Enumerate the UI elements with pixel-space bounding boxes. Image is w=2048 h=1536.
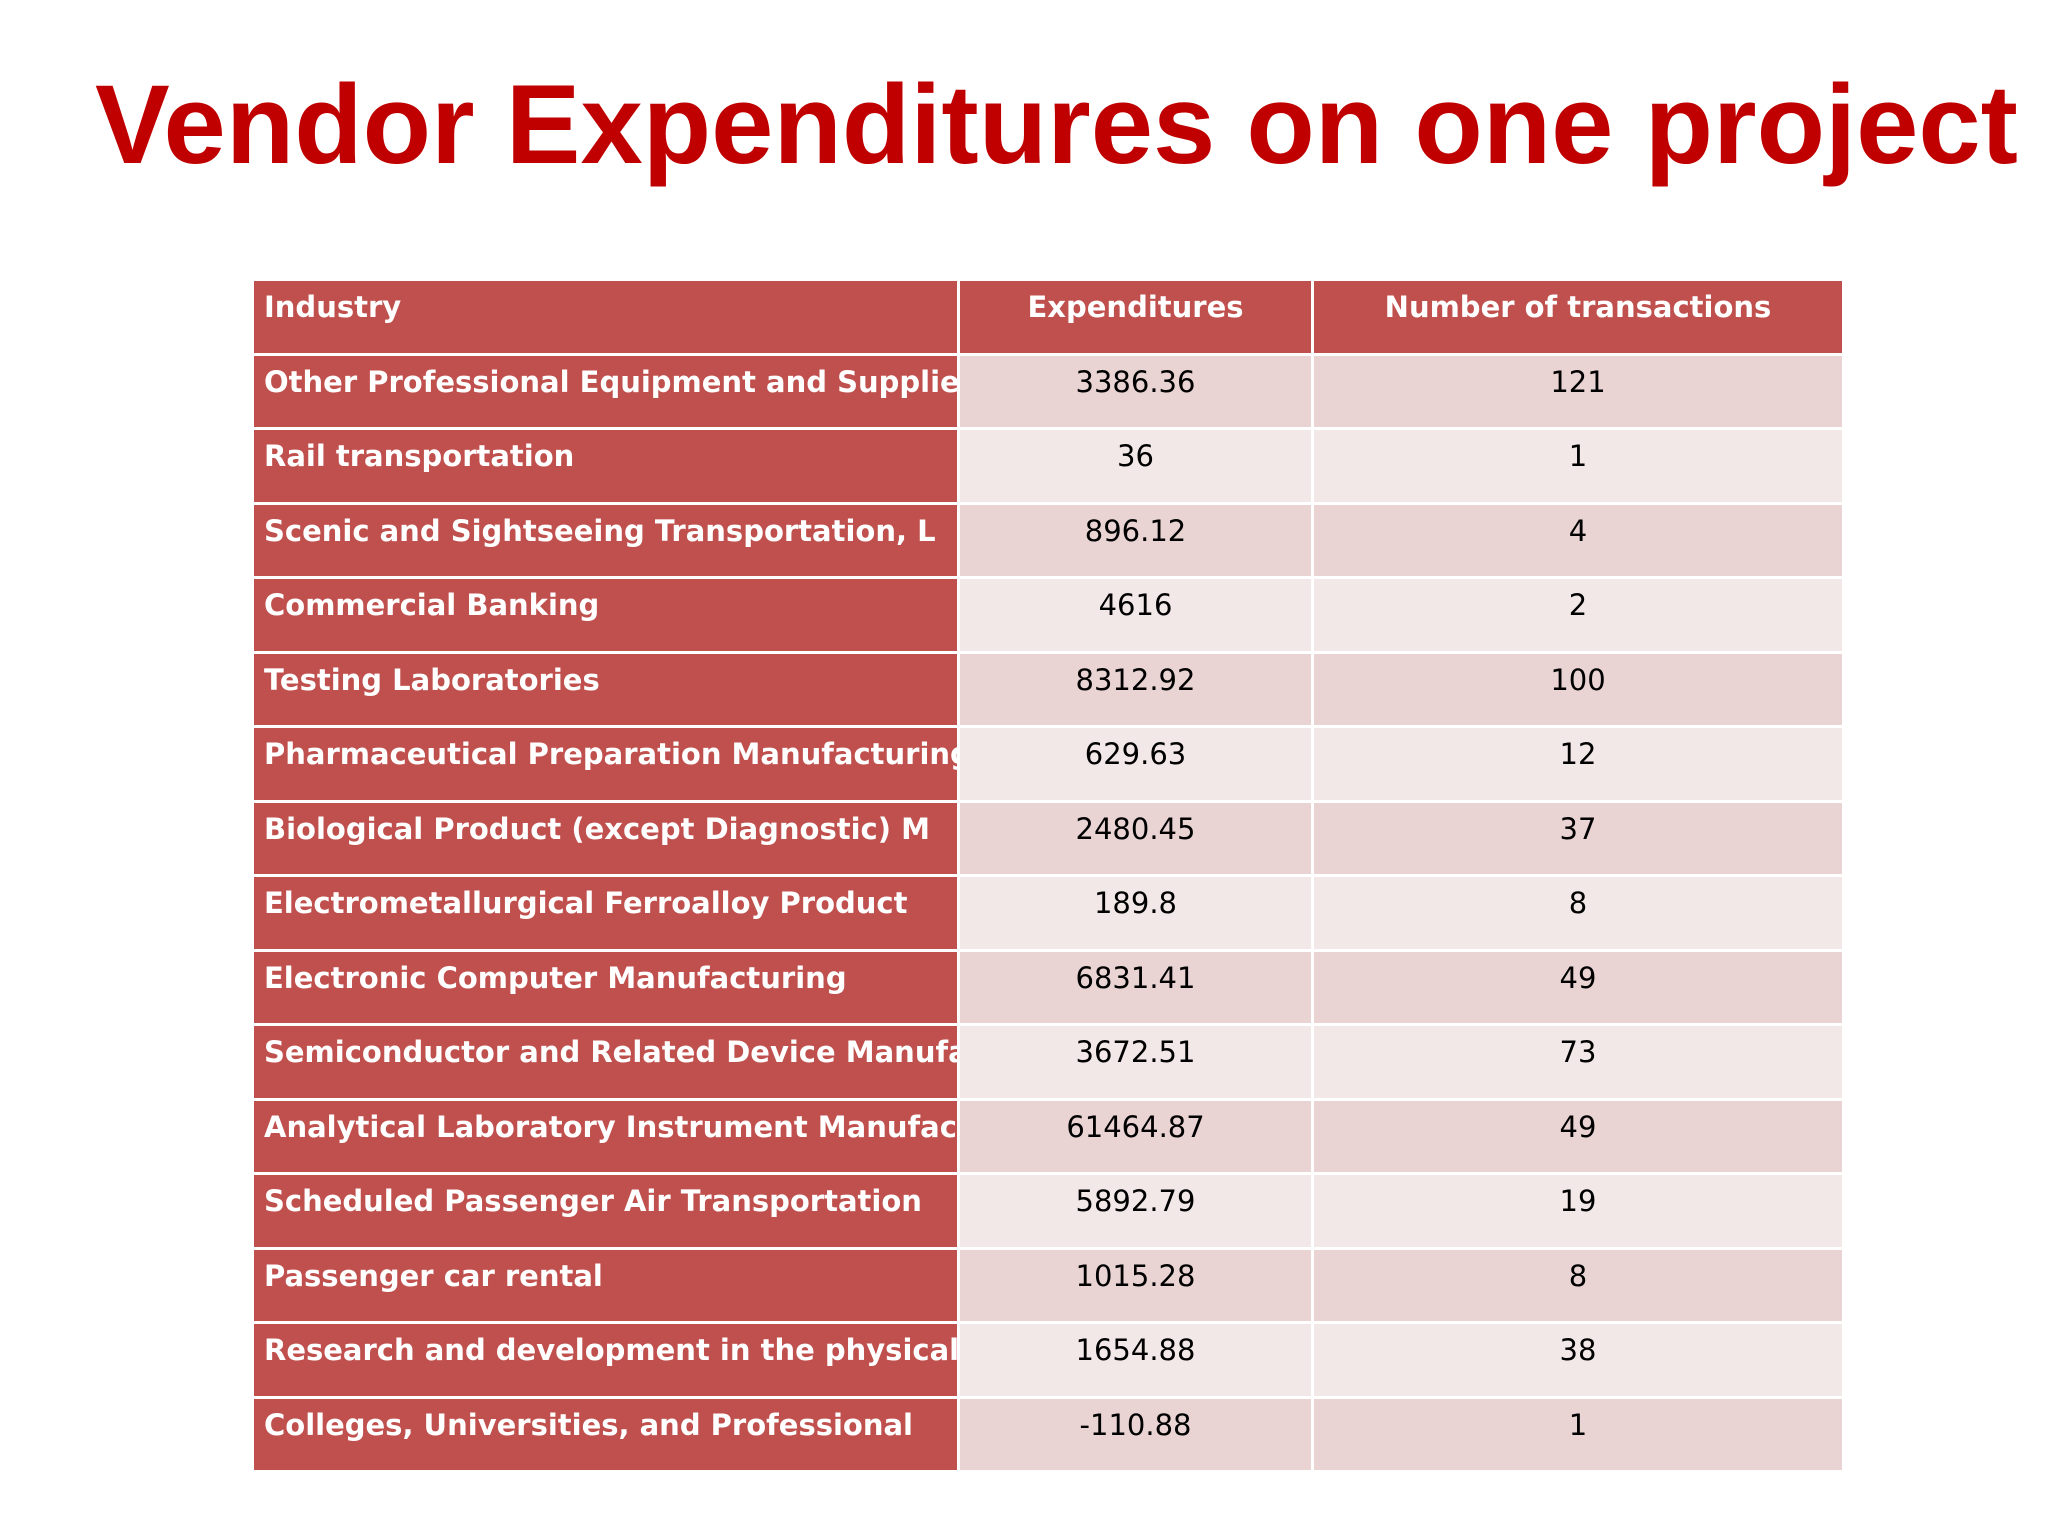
expenditures-cell: -110.88: [957, 1395, 1314, 1473]
transactions-cell: 100: [1311, 650, 1845, 728]
table-row: Analytical Laboratory Instrument Manufac…: [251, 1097, 1845, 1175]
expenditures-cell: 3386.36: [957, 352, 1314, 430]
expenditures-cell: 8312.92: [957, 650, 1314, 728]
table-row: Semiconductor and Related Device Manufac…: [251, 1023, 1845, 1101]
table-row: Scenic and Sightseeing Transportation, L…: [251, 501, 1845, 579]
expenditures-cell: 6831.41: [957, 948, 1314, 1026]
table-row: Passenger car rental 1015.28 8: [251, 1246, 1845, 1324]
expenditures-table: Industry Expenditures Number of transact…: [251, 278, 1845, 1473]
industry-cell: Scheduled Passenger Air Transportation: [251, 1172, 960, 1250]
transactions-cell: 121: [1311, 352, 1845, 430]
transactions-cell: 49: [1311, 1097, 1845, 1175]
industry-cell: Research and development in the physical: [251, 1321, 960, 1399]
industry-cell: Electrometallurgical Ferroalloy Product: [251, 874, 960, 952]
table-row: Commercial Banking 4616 2: [251, 576, 1845, 654]
transactions-cell: 1: [1311, 427, 1845, 505]
transactions-cell: 19: [1311, 1172, 1845, 1250]
transactions-cell: 2: [1311, 576, 1845, 654]
expenditures-cell: 896.12: [957, 501, 1314, 579]
expenditures-cell: 189.8: [957, 874, 1314, 952]
slide-title: Vendor Expenditures on one project: [95, 62, 2018, 187]
header-industry: Industry: [251, 278, 960, 356]
expenditures-cell: 1654.88: [957, 1321, 1314, 1399]
table-row: Rail transportation 36 1: [251, 427, 1845, 505]
table-row: Electrometallurgical Ferroalloy Product …: [251, 874, 1845, 952]
table-header-row: Industry Expenditures Number of transact…: [251, 278, 1845, 356]
industry-cell: Biological Product (except Diagnostic) M: [251, 799, 960, 877]
header-transactions: Number of transactions: [1311, 278, 1845, 356]
expenditures-cell: 36: [957, 427, 1314, 505]
header-expenditures: Expenditures: [957, 278, 1314, 356]
transactions-cell: 8: [1311, 1246, 1845, 1324]
transactions-cell: 38: [1311, 1321, 1845, 1399]
table-row: Scheduled Passenger Air Transportation 5…: [251, 1172, 1845, 1250]
transactions-cell: 4: [1311, 501, 1845, 579]
table-row: Electronic Computer Manufacturing 6831.4…: [251, 948, 1845, 1026]
expenditures-cell: 61464.87: [957, 1097, 1314, 1175]
table-row: Pharmaceutical Preparation Manufacturing…: [251, 725, 1845, 803]
table-row: Research and development in the physical…: [251, 1321, 1845, 1399]
expenditures-cell: 4616: [957, 576, 1314, 654]
transactions-cell: 12: [1311, 725, 1845, 803]
industry-cell: Rail transportation: [251, 427, 960, 505]
table-row: Testing Laboratories 8312.92 100: [251, 650, 1845, 728]
industry-cell: Colleges, Universities, and Professional: [251, 1395, 960, 1473]
table-row: Other Professional Equipment and Supplie…: [251, 352, 1845, 430]
expenditures-cell: 629.63: [957, 725, 1314, 803]
industry-cell: Passenger car rental: [251, 1246, 960, 1324]
industry-cell: Commercial Banking: [251, 576, 960, 654]
industry-cell: Electronic Computer Manufacturing: [251, 948, 960, 1026]
table-row: Colleges, Universities, and Professional…: [251, 1395, 1845, 1473]
table-row: Biological Product (except Diagnostic) M…: [251, 799, 1845, 877]
industry-cell: Other Professional Equipment and Supplie: [251, 352, 960, 430]
industry-cell: Semiconductor and Related Device Manufac: [251, 1023, 960, 1101]
transactions-cell: 37: [1311, 799, 1845, 877]
transactions-cell: 1: [1311, 1395, 1845, 1473]
transactions-cell: 49: [1311, 948, 1845, 1026]
expenditures-cell: 1015.28: [957, 1246, 1314, 1324]
expenditures-cell: 2480.45: [957, 799, 1314, 877]
transactions-cell: 8: [1311, 874, 1845, 952]
industry-cell: Pharmaceutical Preparation Manufacturing: [251, 725, 960, 803]
industry-cell: Scenic and Sightseeing Transportation, L: [251, 501, 960, 579]
transactions-cell: 73: [1311, 1023, 1845, 1101]
expenditures-cell: 3672.51: [957, 1023, 1314, 1101]
industry-cell: Testing Laboratories: [251, 650, 960, 728]
industry-cell: Analytical Laboratory Instrument Manufac: [251, 1097, 960, 1175]
expenditures-cell: 5892.79: [957, 1172, 1314, 1250]
